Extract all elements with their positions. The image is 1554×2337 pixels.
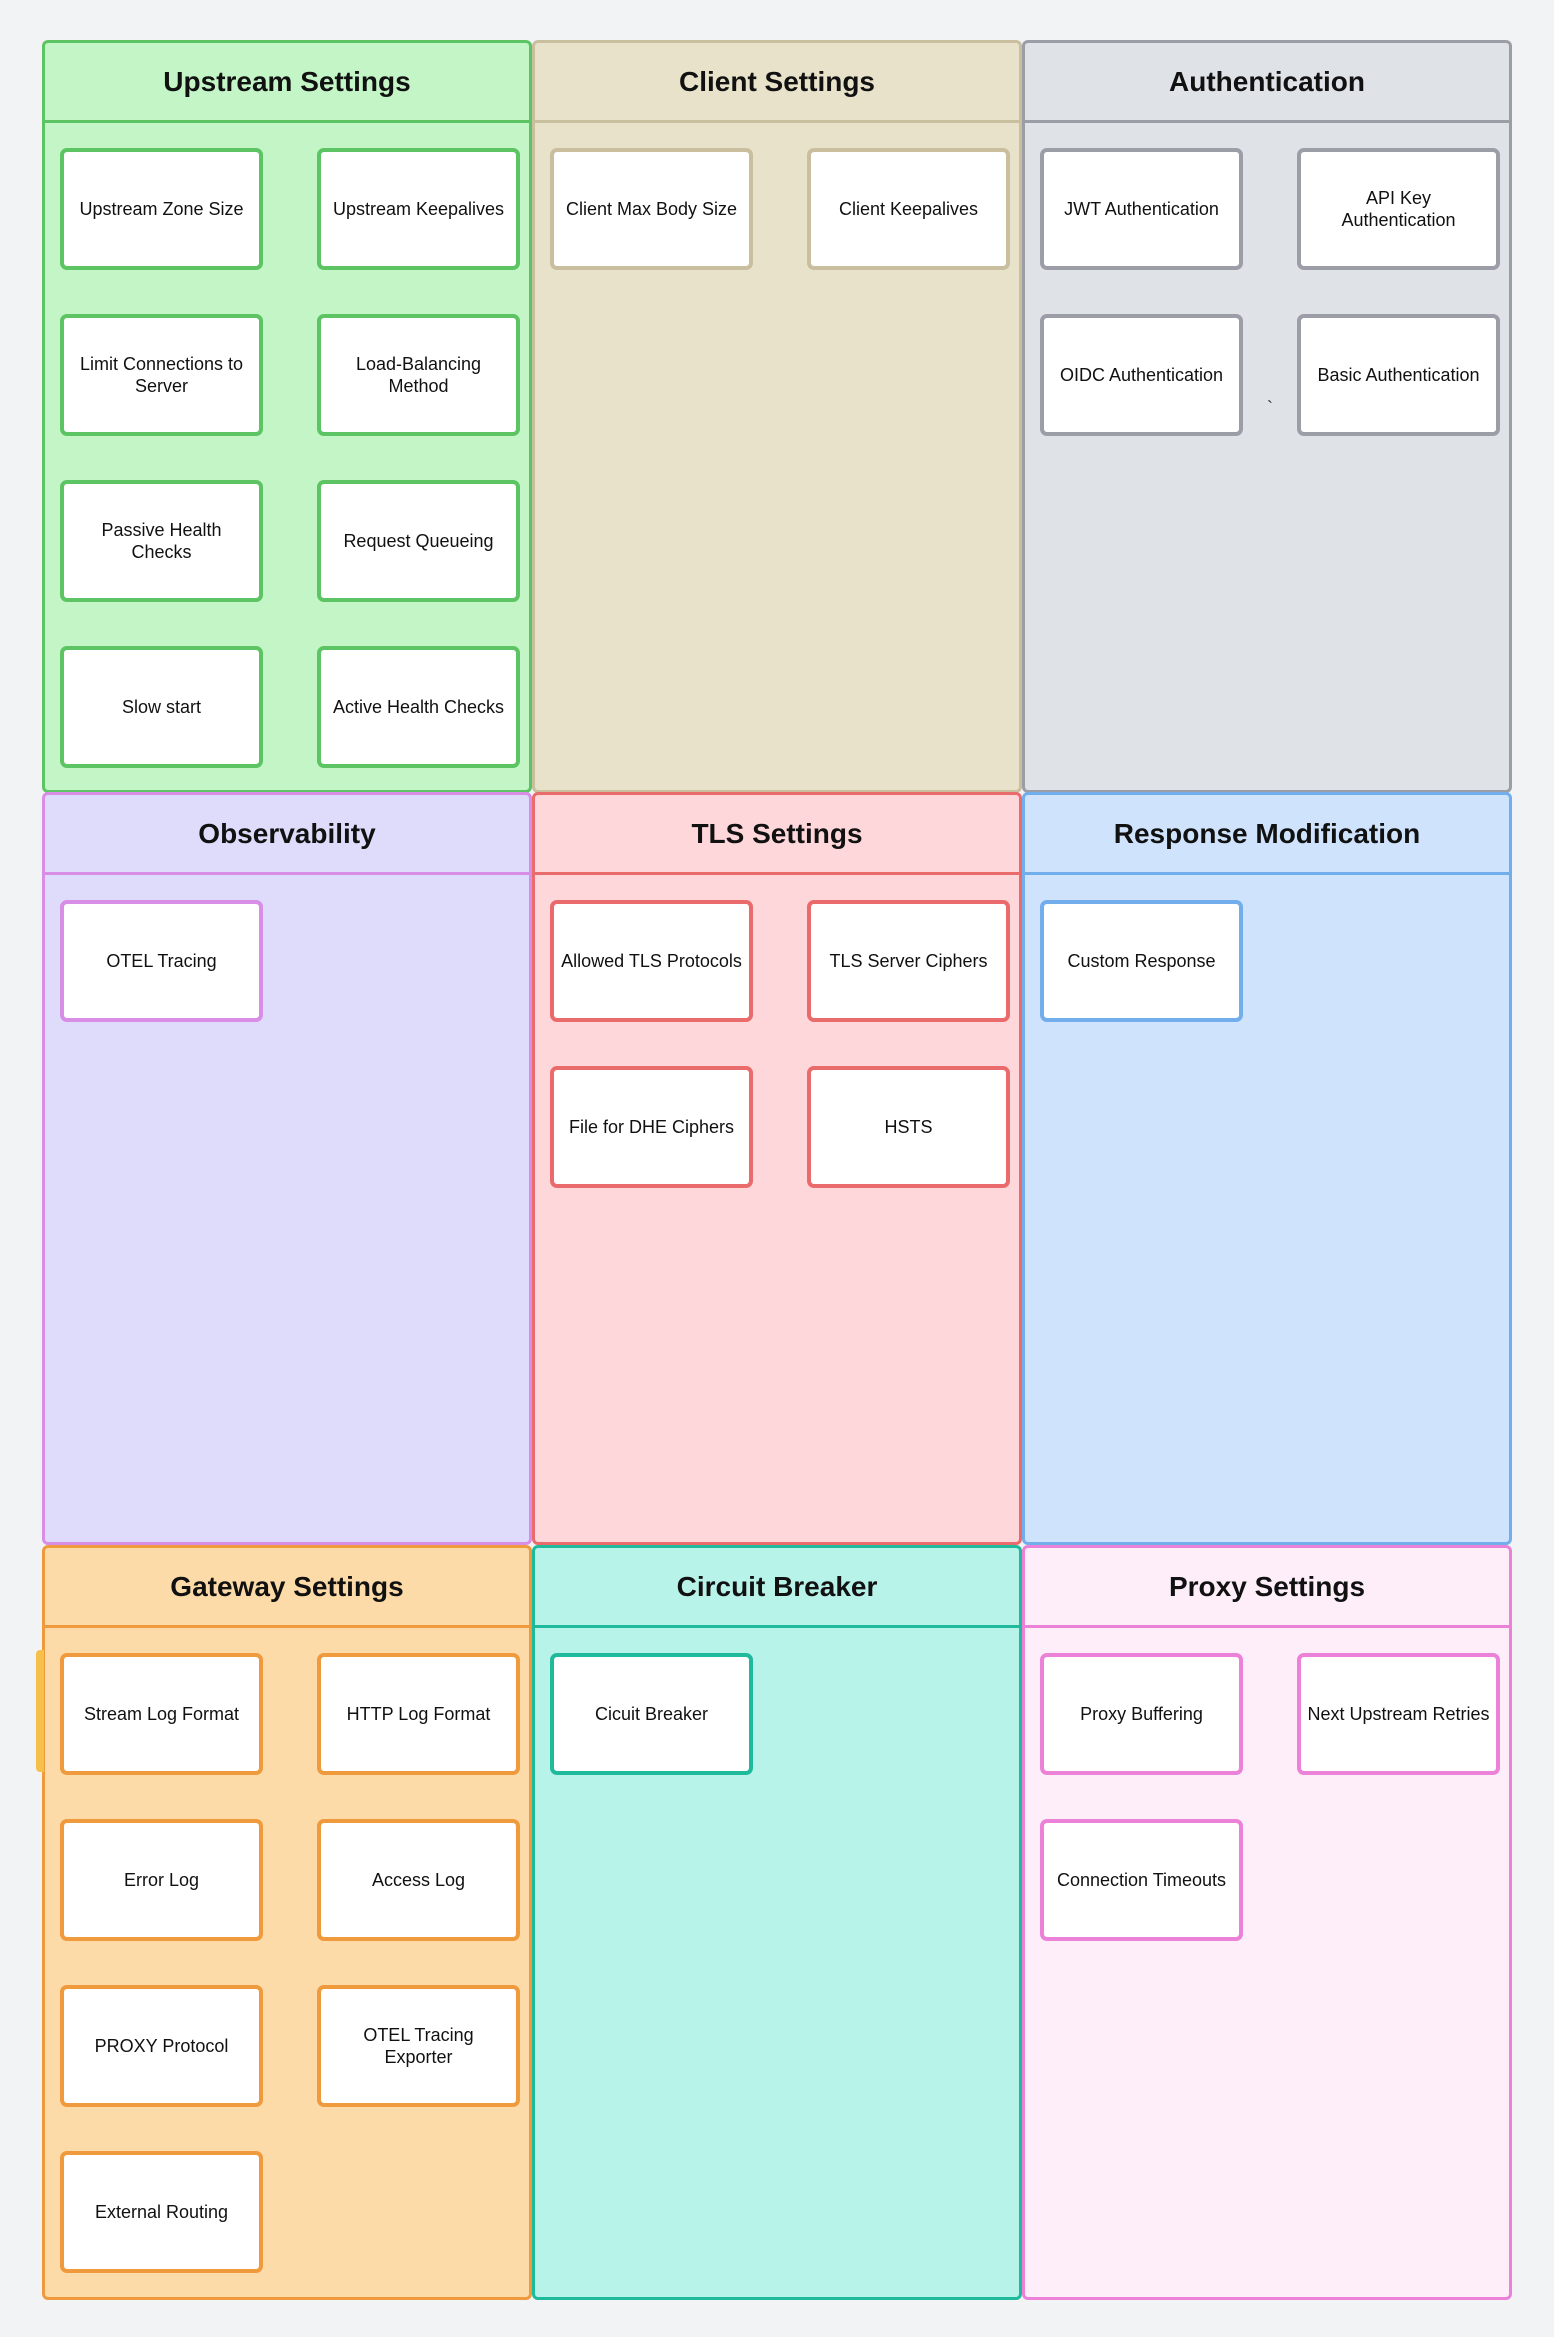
setting-card[interactable]: OIDC Authentication [1040, 314, 1243, 436]
setting-card[interactable]: OTEL Tracing [60, 900, 263, 1022]
setting-card[interactable]: PROXY Protocol [60, 1985, 263, 2107]
setting-card[interactable]: Active Health Checks [317, 646, 520, 768]
panel-title: TLS Settings [535, 795, 1019, 875]
panel-title: Observability [45, 795, 529, 875]
setting-card[interactable]: Cicuit Breaker [550, 1653, 753, 1775]
setting-card[interactable]: Slow start [60, 646, 263, 768]
setting-card[interactable]: Proxy Buffering [1040, 1653, 1243, 1775]
setting-card[interactable]: External Routing [60, 2151, 263, 2273]
setting-card[interactable]: Stream Log Format [60, 1653, 263, 1775]
setting-card[interactable]: File for DHE Ciphers [550, 1066, 753, 1188]
setting-card[interactable]: Custom Response [1040, 900, 1243, 1022]
panel-title: Proxy Settings [1025, 1548, 1509, 1628]
setting-card[interactable]: Error Log [60, 1819, 263, 1941]
setting-card[interactable]: TLS Server Ciphers [807, 900, 1010, 1022]
panel-circuit: Circuit Breaker Cicuit Breaker [532, 1545, 1022, 2300]
setting-card[interactable]: Passive Health Checks [60, 480, 263, 602]
setting-card[interactable]: Access Log [317, 1819, 520, 1941]
setting-card[interactable]: HSTS [807, 1066, 1010, 1188]
panel-client: Client Settings Client Max Body Size Clien… [532, 40, 1022, 793]
panel-title: Circuit Breaker [535, 1548, 1019, 1628]
stray-backtick: ` [1267, 398, 1273, 418]
setting-card[interactable]: Client Max Body Size [550, 148, 753, 270]
setting-card[interactable]: OTEL Tracing Exporter [317, 1985, 520, 2107]
setting-card[interactable]: Next Upstream Retries [1297, 1653, 1500, 1775]
setting-card[interactable]: Allowed TLS Protocols [550, 900, 753, 1022]
panel-title: Authentication [1025, 43, 1509, 123]
setting-card[interactable]: Upstream Keepalives [317, 148, 520, 270]
setting-card[interactable]: Basic Authentication [1297, 314, 1500, 436]
panel-title: Gateway Settings [45, 1548, 529, 1628]
setting-card[interactable]: Limit Connections to Server [60, 314, 263, 436]
panel-auth: Authentication JWT Authentication API Key … [1022, 40, 1512, 793]
setting-card[interactable]: Request Queueing [317, 480, 520, 602]
setting-card[interactable]: Upstream Zone Size [60, 148, 263, 270]
panel-title: Client Settings [535, 43, 1019, 123]
setting-card[interactable]: API Key Authentication [1297, 148, 1500, 270]
panel-proxy: Proxy Settings Proxy Buffering Next Upstre… [1022, 1545, 1512, 2300]
setting-card[interactable]: Client Keepalives [807, 148, 1010, 270]
setting-card[interactable]: JWT Authentication [1040, 148, 1243, 270]
gateway-side-tab [36, 1650, 44, 1772]
panel-title: Upstream Settings [45, 43, 529, 123]
panel-gateway: Gateway Settings Stream Log Format HTTP Lo… [42, 1545, 532, 2300]
panel-upstream: Upstream Settings Upstream Zone Size Upstr… [42, 40, 532, 793]
panel-title: Response Modification [1025, 795, 1509, 875]
panel-response: Response Modification Custom Response [1022, 792, 1512, 1545]
setting-card[interactable]: Load-Balancing Method [317, 314, 520, 436]
panel-tls: TLS Settings Allowed TLS Protocols TLS Ser… [532, 792, 1022, 1545]
panel-observability: Observability OTEL Tracing [42, 792, 532, 1545]
setting-card[interactable]: Connection Timeouts [1040, 1819, 1243, 1941]
setting-card[interactable]: HTTP Log Format [317, 1653, 520, 1775]
